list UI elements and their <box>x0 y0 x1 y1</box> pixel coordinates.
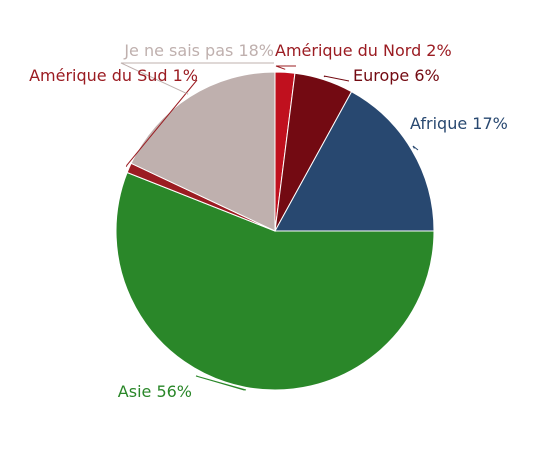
leader-line-amerique-du-nord <box>275 65 296 70</box>
slice-label-europe: Europe 6% <box>353 66 440 85</box>
slice-label-amerique-du-nord: Amérique du Nord 2% <box>275 41 452 60</box>
pie-slice-je-ne-sais-pas[interactable] <box>130 71 276 232</box>
leader-line-europe <box>323 75 350 82</box>
leader-line-je-ne-sais-pas <box>120 62 274 95</box>
slice-labels: Amérique du Nord 2% Europe 6% Afrique 17% A… <box>29 41 508 401</box>
slice-label-amerique-du-sud: Amérique du Sud 1% <box>29 66 198 85</box>
pie-slice-asie[interactable] <box>115 171 435 391</box>
pie-slices <box>115 71 435 391</box>
leader-line-asie <box>195 375 247 391</box>
leader-line-amerique-du-sud <box>125 79 198 167</box>
slice-label-afrique: Afrique 17% <box>410 114 508 133</box>
slice-label-asie: Asie 56% <box>118 382 192 401</box>
pie-slice-afrique[interactable] <box>274 90 435 232</box>
leader-line-afrique <box>412 145 419 151</box>
label-leader-lines <box>120 62 419 391</box>
slice-label-je-ne-sais-pas: Je ne sais pas 18% <box>123 41 274 60</box>
